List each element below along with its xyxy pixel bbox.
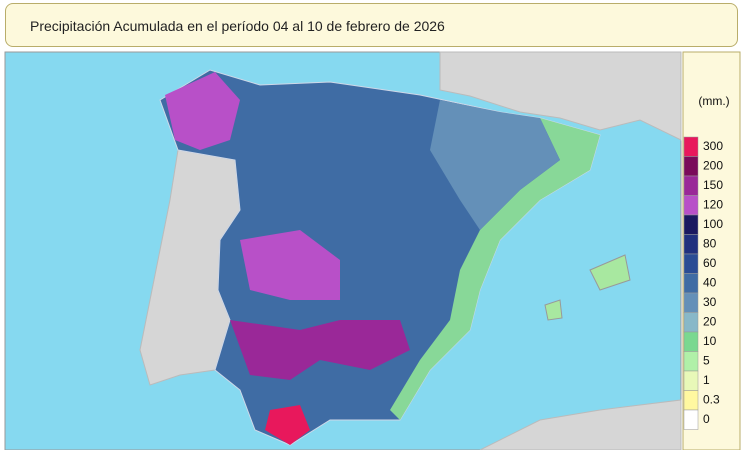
legend-swatch bbox=[683, 370, 699, 391]
legend: 300 200 150 120 100 80 60 40 30 20 10 5 1 0.3 0 bbox=[683, 136, 723, 430]
legend-swatch bbox=[683, 136, 699, 157]
legend-label: 30 bbox=[703, 295, 717, 309]
legend-label: 100 bbox=[703, 217, 723, 231]
legend-swatch bbox=[683, 312, 699, 333]
legend-swatch bbox=[683, 234, 699, 255]
legend-swatch bbox=[683, 390, 699, 411]
center-west-high bbox=[240, 230, 340, 300]
legend-swatch bbox=[683, 195, 699, 216]
legend-label: 10 bbox=[703, 334, 717, 348]
legend-label: 1 bbox=[703, 373, 710, 387]
legend-swatch bbox=[683, 175, 699, 196]
legend-swatch bbox=[683, 214, 699, 235]
africa bbox=[479, 399, 682, 450]
balearic-islands bbox=[589, 254, 631, 291]
ibiza bbox=[544, 299, 563, 321]
legend-swatch bbox=[683, 253, 699, 274]
malaga-peak bbox=[265, 405, 310, 445]
title: Precipitación Acumulada en el período 04… bbox=[30, 18, 445, 34]
legend-label: 60 bbox=[703, 256, 717, 270]
france bbox=[439, 51, 682, 141]
spain-northeast bbox=[430, 100, 560, 230]
legend-label: 300 bbox=[703, 139, 723, 153]
legend-label: 120 bbox=[703, 197, 723, 211]
legend-label: 5 bbox=[703, 353, 710, 367]
legend-swatch bbox=[683, 409, 699, 430]
legend-label: 20 bbox=[703, 314, 717, 328]
legend-label: 150 bbox=[703, 178, 723, 192]
galicia-high bbox=[165, 72, 240, 150]
legend-label: 80 bbox=[703, 236, 717, 250]
legend-unit: (mm.) bbox=[698, 94, 729, 108]
south-high bbox=[230, 320, 410, 380]
legend-swatch bbox=[683, 331, 699, 352]
legend-swatch bbox=[683, 292, 699, 313]
legend-swatch bbox=[683, 351, 699, 372]
title-box: Precipitación Acumulada en el período 04… bbox=[5, 3, 738, 47]
legend-swatch bbox=[683, 156, 699, 177]
spain-east-coast bbox=[390, 118, 600, 420]
legend-swatch bbox=[683, 273, 699, 294]
legend-label: 0 bbox=[703, 412, 710, 426]
legend-label: 0.3 bbox=[703, 392, 720, 406]
legend-label: 200 bbox=[703, 158, 723, 172]
legend-label: 40 bbox=[703, 275, 717, 289]
